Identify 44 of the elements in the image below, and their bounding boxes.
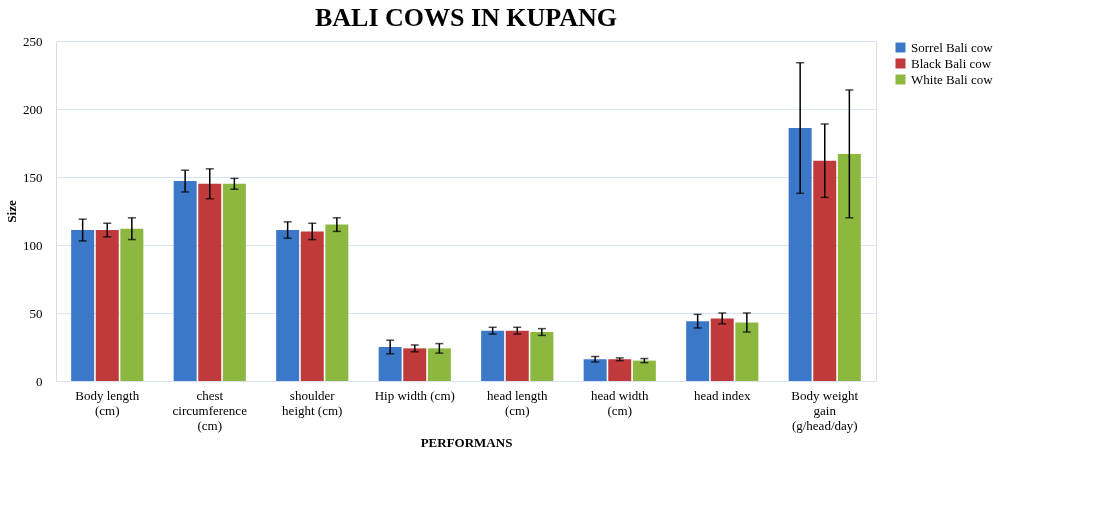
bar bbox=[378, 347, 402, 381]
bar bbox=[403, 348, 427, 381]
bar bbox=[813, 160, 837, 381]
x-tick-label: Body length (cm) bbox=[75, 387, 140, 418]
x-tick-label: Body weight gain (g/head/day) bbox=[791, 387, 859, 433]
y-tick-label: 150 bbox=[23, 169, 43, 185]
y-tick-label: 200 bbox=[23, 101, 43, 117]
x-tick-label: chest circumference (cm) bbox=[172, 387, 248, 433]
bar bbox=[173, 181, 197, 381]
bar bbox=[710, 318, 734, 381]
x-tick-label: head index bbox=[693, 387, 752, 403]
legend-label: White Bali cow bbox=[911, 71, 994, 87]
bar bbox=[505, 330, 529, 381]
x-axis-title: PERFORMANS bbox=[420, 434, 513, 450]
bar bbox=[608, 359, 632, 381]
y-tick-label: 100 bbox=[23, 237, 43, 253]
legend-label: Sorrel Bali cow bbox=[911, 39, 994, 55]
y-tick-label: 50 bbox=[29, 305, 43, 321]
bar bbox=[222, 183, 246, 381]
y-axis-title: Size bbox=[4, 200, 19, 223]
bar bbox=[300, 231, 324, 381]
y-tick-label: 250 bbox=[23, 33, 43, 49]
legend-label: Black Bali cow bbox=[911, 55, 992, 71]
bar bbox=[530, 332, 554, 381]
bar bbox=[837, 153, 861, 381]
bar bbox=[95, 230, 119, 381]
x-tick-label: head length (cm) bbox=[487, 387, 548, 418]
x-tick-label: Hip width (cm) bbox=[374, 387, 455, 403]
x-tick-label: head width (cm) bbox=[591, 387, 649, 418]
bar bbox=[686, 321, 710, 381]
bar bbox=[120, 228, 144, 381]
bar bbox=[481, 330, 505, 381]
bar bbox=[583, 359, 607, 381]
bar bbox=[632, 360, 656, 381]
bar bbox=[71, 230, 95, 381]
y-tick-label: 0 bbox=[36, 373, 43, 389]
bar bbox=[276, 230, 300, 381]
bar bbox=[735, 322, 759, 381]
bar bbox=[198, 183, 222, 381]
bar bbox=[427, 348, 451, 381]
chart-title: BALI COWS IN KUPANG bbox=[314, 3, 618, 32]
bar bbox=[788, 128, 812, 381]
bar bbox=[325, 224, 349, 381]
x-tick-label: shoulder height (cm) bbox=[282, 387, 343, 418]
